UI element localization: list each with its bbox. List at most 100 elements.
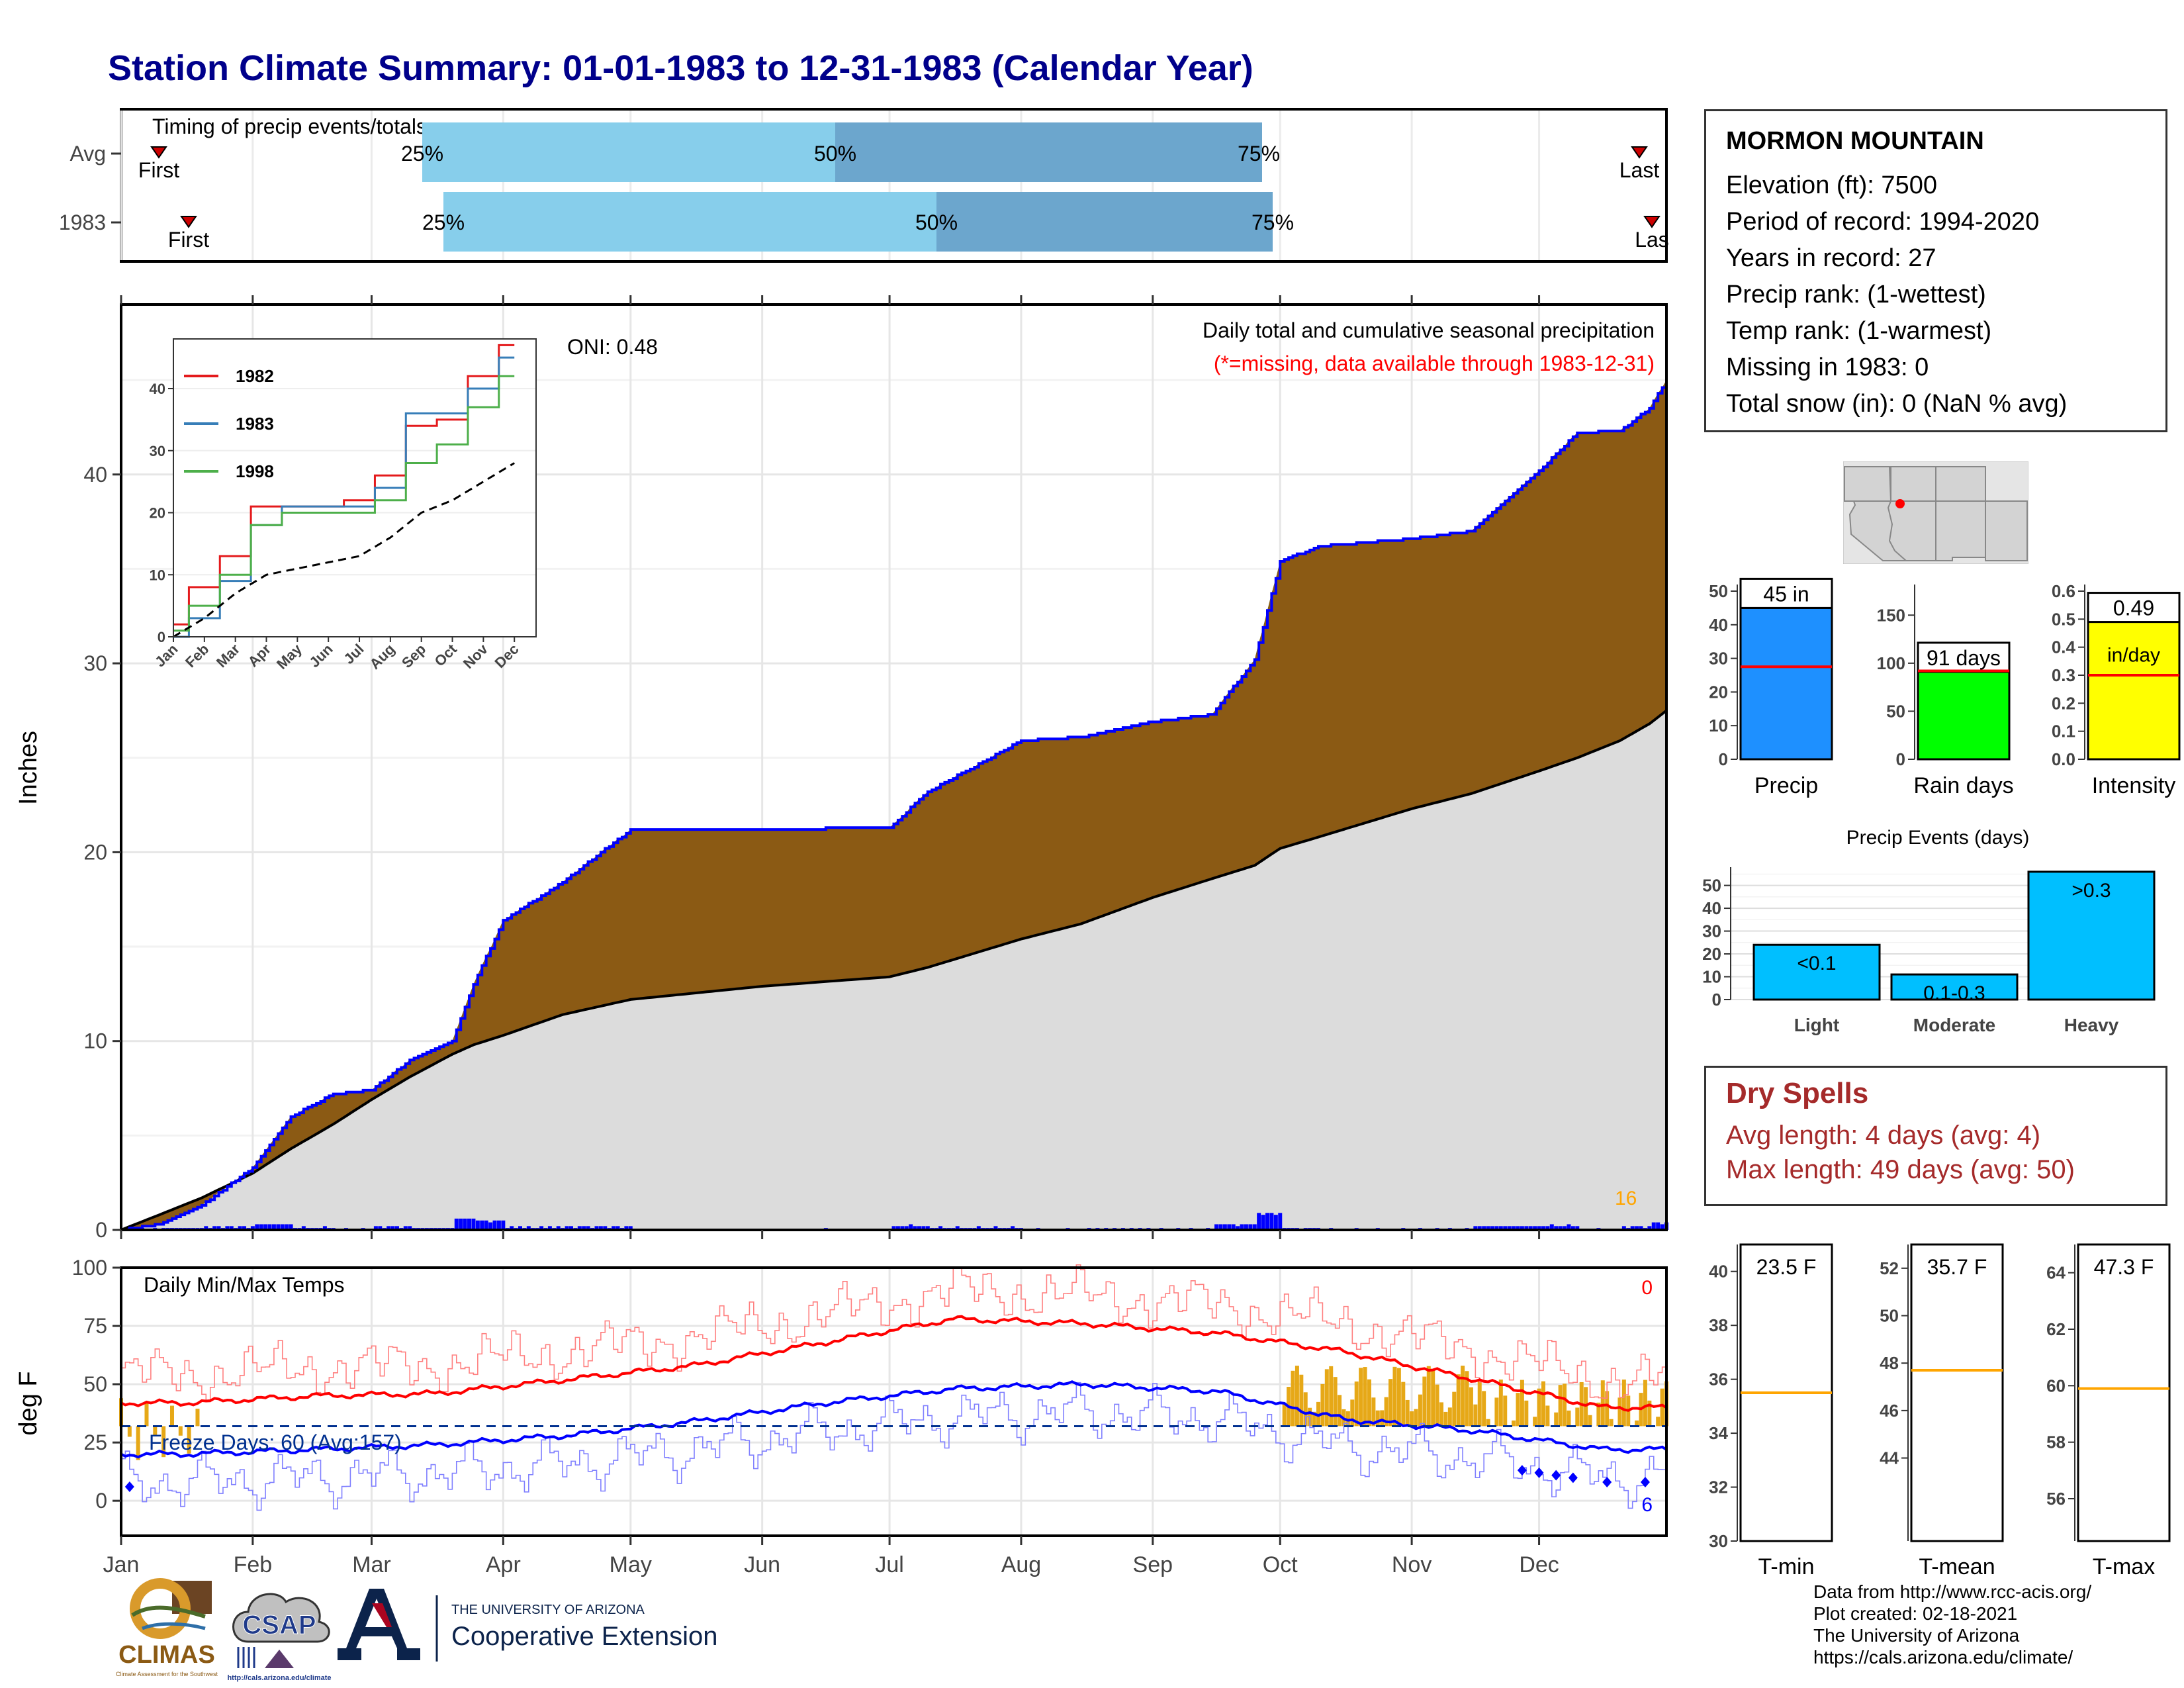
temp-anomaly-bar	[1363, 1367, 1367, 1427]
daily-precip-bar	[289, 1224, 293, 1230]
daily-precip-bar	[255, 1224, 259, 1230]
daily-precip-bar	[1512, 1226, 1516, 1230]
events-ytick-label: 40	[1702, 898, 1721, 918]
freeze-days-label: Freeze Days: 60 (Avg:157)	[149, 1430, 402, 1454]
tempbox-ytick-label: 48	[1880, 1353, 1899, 1373]
tempbox-ytick-label: 50	[1880, 1306, 1899, 1326]
tempbox-ytick-label: 60	[2046, 1376, 2066, 1395]
climas-logo-subtext: Climate Assessment for the Southwest	[116, 1671, 218, 1677]
precip-ytick-label: 20	[83, 840, 107, 864]
daily-precip-bar	[1524, 1226, 1529, 1230]
precip-missing-note: (*=missing, data available through 1983-…	[1214, 352, 1655, 375]
timing-heading: Timing of precip events/totals	[152, 115, 427, 138]
station-snow: Total snow (in): 0 (NaN % avg)	[1726, 390, 2068, 418]
daily-precip-bar	[539, 1226, 544, 1230]
temp-anomaly-bar	[1350, 1399, 1355, 1427]
daily-precip-bar	[594, 1226, 599, 1230]
daily-precip-bar	[1265, 1213, 1270, 1230]
daily-precip-bar	[900, 1226, 905, 1230]
temp-anomaly-bar	[178, 1426, 183, 1436]
cold-record-marker	[1602, 1477, 1612, 1487]
daily-precip-bar	[1214, 1224, 1219, 1230]
daily-precip-bar	[955, 1226, 960, 1230]
temp-summary-bars: 30 32 34 36 38 40 23.5 F T-min 44 46 48 50 52 35.7 F T…	[1709, 1243, 2171, 1579]
inset-legend-label: 1998	[236, 461, 274, 481]
tempbox-ytick-label: 56	[2046, 1489, 2066, 1509]
temp-anomaly-bar	[1621, 1380, 1626, 1427]
temp-anomaly-bar	[1482, 1391, 1486, 1427]
daily-precip-bar	[1244, 1224, 1248, 1230]
summary-valuebox-intensity	[2087, 592, 2181, 624]
daily-precip-bar	[378, 1226, 383, 1230]
ua-logo-small-text: THE UNIVERSITY OF ARIZONA	[451, 1603, 645, 1617]
cold-record-marker	[1517, 1465, 1527, 1476]
summary-value-label-precip: 45 in	[1763, 582, 1809, 606]
daily-precip-bar	[1630, 1226, 1635, 1230]
daily-precip-bar	[1558, 1226, 1563, 1230]
daily-precip-bar	[301, 1226, 306, 1230]
summary-bar-intensity	[2087, 621, 2181, 761]
daily-precip-bar	[565, 1226, 569, 1230]
timing-avg-p50: 50%	[814, 142, 856, 165]
credit-data-source: Data from http://www.rcc-acis.org/	[1813, 1581, 2092, 1602]
events-bar	[2027, 870, 2156, 1001]
csap-logo-text: CSAP	[242, 1611, 316, 1640]
temp-anomaly-bar	[1524, 1400, 1529, 1427]
temp-anomaly-bar	[1469, 1387, 1473, 1427]
timing-year-p75: 75%	[1251, 211, 1294, 234]
timing-panel: Timing of precip events/totals Avg 1983 …	[59, 108, 1669, 263]
summary-ytick-label: 0.5	[2052, 609, 2075, 629]
station-precip-rank: Precip rank: (1-wettest)	[1726, 281, 1986, 308]
timing-year-first-marker	[180, 216, 197, 228]
temp-anomaly-bar	[1405, 1399, 1410, 1427]
temp-anomaly-bar	[1600, 1380, 1605, 1427]
daily-precip-bar	[501, 1220, 506, 1230]
station-missing: Missing in 1983: 0	[1726, 353, 1929, 381]
summary-value-label-intensity: 0.49	[2113, 596, 2154, 620]
timing-avg-p75: 75%	[1238, 142, 1280, 165]
daily-precip-bar	[480, 1220, 484, 1230]
temp-anomaly-bar	[1635, 1420, 1639, 1427]
temp-anomaly-bar	[1512, 1420, 1516, 1427]
temp-anomaly-bar	[1375, 1410, 1380, 1427]
temp-anomaly-bar	[1558, 1385, 1563, 1427]
temp-anomaly-bar	[127, 1426, 132, 1437]
timing-avg-last-marker	[1631, 146, 1648, 159]
events-category-label: Moderate	[1913, 1015, 1995, 1035]
events-ytick-label: 30	[1702, 921, 1721, 941]
summary-ytick-label: 10	[1709, 716, 1728, 735]
ua-logo-big-text: Cooperative Extension	[451, 1622, 717, 1651]
inset-ytick-label: 40	[150, 381, 165, 397]
daily-precip-bar	[285, 1224, 289, 1230]
temp-anomaly-bar	[1461, 1366, 1465, 1427]
daily-precip-bar	[1621, 1226, 1626, 1230]
daily-precip-bar	[913, 1226, 917, 1230]
month-label: May	[610, 1552, 652, 1577]
timing-avg-bar-50-75	[835, 122, 1262, 182]
daily-precip-bar	[518, 1226, 522, 1230]
station-temp-rank: Temp rank: (1-warmest)	[1726, 317, 1992, 345]
temp-anomaly-bar	[1456, 1374, 1461, 1427]
tempbox-frame	[2077, 1243, 2171, 1542]
daily-precip-bar	[403, 1226, 408, 1230]
ua-logo: THE UNIVERSITY OF ARIZONA Cooperative Ex…	[338, 1589, 717, 1662]
heavy-count-label: 16	[1615, 1188, 1637, 1209]
temp-anomaly-bar	[161, 1426, 166, 1458]
daily-precip-bar	[471, 1218, 476, 1230]
daily-precip-bar	[1473, 1226, 1478, 1230]
daily-precip-bar	[904, 1226, 909, 1230]
temp-anomaly-bar	[1617, 1397, 1622, 1427]
month-label: Feb	[234, 1552, 273, 1577]
normal-precip-area	[121, 710, 1666, 1230]
temp-frame	[120, 1266, 1668, 1537]
daily-precip-bar	[1218, 1224, 1223, 1230]
temp-ylabel: deg F	[15, 1371, 42, 1435]
events-ytick-label: 0	[1712, 990, 1721, 1009]
events-bar	[1890, 973, 2019, 1001]
daily-precip-bar	[586, 1226, 590, 1230]
temp-anomaly-bar	[1410, 1411, 1414, 1427]
temp-anomaly-bar	[1609, 1419, 1614, 1427]
daily-precip-bar	[1490, 1226, 1494, 1230]
daily-precip-bar	[1570, 1226, 1575, 1230]
temp-anomaly-bar	[1338, 1395, 1342, 1427]
